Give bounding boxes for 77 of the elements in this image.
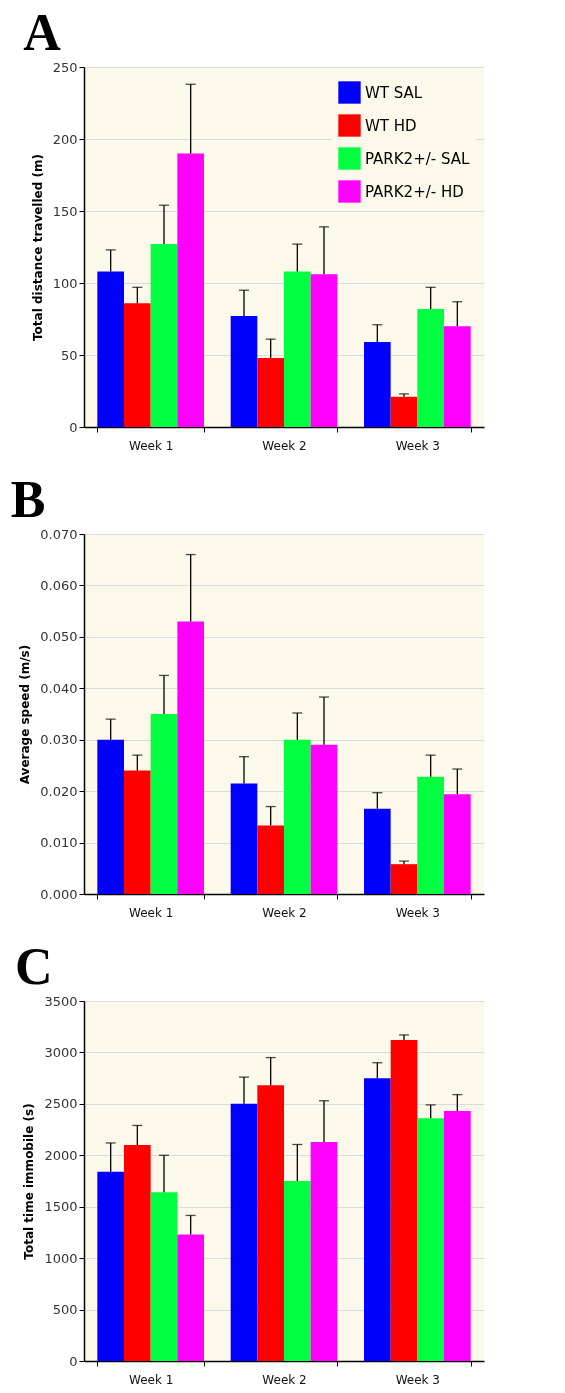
chart-title: A (23, 4, 62, 61)
bar (177, 1234, 204, 1361)
x-tick-label: Week 1 (129, 1372, 174, 1387)
bar (257, 825, 284, 894)
y-tick-label: 2500 (44, 1096, 78, 1112)
y-tick-label: 0.030 (40, 732, 78, 748)
legend-label: WT SAL (365, 83, 423, 102)
y-tick-label: 0.060 (40, 577, 78, 593)
bar (177, 153, 204, 427)
bar (97, 1171, 124, 1361)
bar (444, 326, 471, 427)
bar (150, 714, 178, 894)
y-axis-title: Average speed (m/s) (18, 644, 33, 785)
x-tick-label: Week 3 (395, 438, 440, 453)
bar (284, 739, 311, 894)
bar (124, 770, 151, 894)
y-tick-label: 0.020 (40, 783, 78, 799)
y-tick-label: 150 (52, 203, 78, 219)
x-tick-label: Week 3 (395, 1372, 440, 1387)
bar (310, 1141, 338, 1361)
y-tick-label: 1500 (44, 1199, 78, 1215)
bar (310, 744, 338, 894)
bar (257, 1085, 284, 1361)
y-tick-label: 0.040 (40, 680, 78, 696)
x-tick-label: Week 2 (262, 1372, 307, 1387)
legend-label: PARK2+/- SAL (365, 149, 471, 168)
x-tick-label: Week 1 (129, 905, 174, 920)
y-tick-label: 0.050 (40, 629, 78, 645)
bar (310, 274, 338, 427)
y-tick-label: 3500 (44, 993, 78, 1009)
bar (284, 271, 311, 427)
bar (230, 783, 258, 894)
bar (364, 342, 391, 427)
y-tick-label: 0.000 (40, 886, 78, 902)
bar (230, 1103, 258, 1361)
y-tick-label: 100 (52, 275, 78, 291)
bar (150, 244, 178, 427)
y-tick-label: 500 (52, 1302, 78, 1318)
bar (390, 396, 418, 427)
bar (97, 271, 124, 427)
chart-title: C (14, 938, 53, 995)
y-tick-label: 0 (69, 1353, 78, 1369)
legend-label: PARK2+/- HD (365, 182, 464, 201)
bar (124, 1145, 151, 1361)
x-tick-label: Week 2 (262, 905, 307, 920)
bar (444, 794, 471, 894)
y-axis-title: Total distance travelled (m) (30, 154, 45, 341)
bar (284, 1181, 311, 1361)
bar (444, 1111, 471, 1361)
chart-title: B (10, 471, 46, 528)
y-tick-label: 50 (60, 347, 78, 363)
bar (390, 1040, 418, 1361)
y-tick-label: 1000 (44, 1250, 78, 1266)
bar (230, 316, 258, 427)
y-tick-label: 0 (69, 419, 78, 435)
bar (257, 357, 284, 427)
bar (177, 621, 204, 894)
bar (150, 1192, 178, 1361)
bar (390, 864, 418, 894)
x-tick-label: Week 2 (262, 438, 307, 453)
y-tick-label: 0.010 (40, 835, 78, 851)
y-tick-label: 0.070 (40, 526, 78, 542)
bar (417, 776, 444, 894)
bar (364, 1078, 391, 1361)
bar (364, 808, 391, 894)
y-tick-label: 2000 (44, 1147, 78, 1163)
y-tick-label: 200 (52, 131, 78, 147)
x-tick-label: Week 1 (129, 438, 174, 453)
legend-label: WT HD (365, 116, 417, 135)
y-axis-title: Total time immobile (s) (22, 1103, 37, 1260)
bar (124, 303, 151, 427)
bar (97, 739, 124, 894)
bar (417, 308, 444, 427)
y-tick-label: 250 (52, 59, 78, 75)
x-tick-label: Week 3 (395, 905, 440, 920)
bar (417, 1118, 444, 1361)
y-tick-label: 3000 (44, 1044, 78, 1060)
